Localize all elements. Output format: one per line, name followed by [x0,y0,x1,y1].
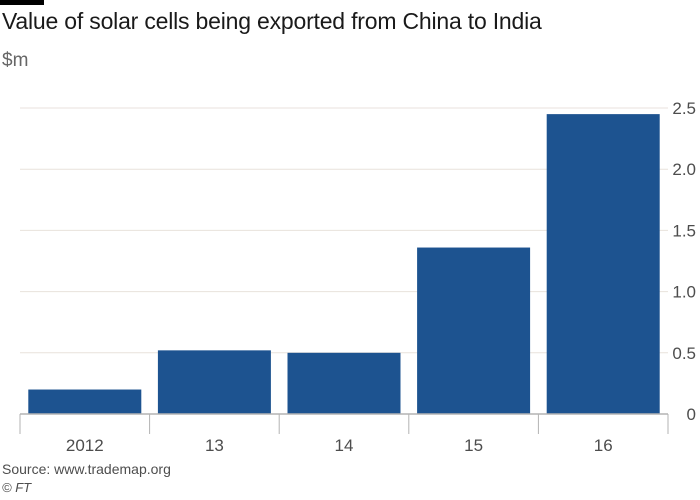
bar-13 [157,350,271,414]
y-tick-label: 2.0 [672,160,696,179]
y-tick-label: 0 [687,405,696,424]
y-axis-ticks: 0 0.5 1.0 1.5 2.0 2.5 [672,99,696,424]
y-tick-label: 2.5 [672,99,696,118]
bar-14 [287,352,401,414]
bar-2012 [28,389,142,414]
bar-15 [417,247,531,414]
y-tick-label: 1.0 [672,283,696,302]
x-tick-label: 15 [464,436,483,455]
x-tick-label: 13 [205,436,224,455]
chart-title: Value of solar cells being exported from… [2,8,542,34]
y-tick-label: 0.5 [672,344,696,363]
copyright-note: © FT [2,480,32,495]
chart-unit-label: $m [2,50,29,71]
bars [28,114,660,415]
y-tick-label: 1.5 [672,221,696,240]
x-axis [19,413,669,434]
x-tick-label: 2012 [66,436,104,455]
x-axis-ticks: 2012 13 14 15 16 [66,436,613,455]
bar-16 [546,114,660,415]
x-tick-label: 14 [335,436,354,455]
x-tick-label: 16 [594,436,613,455]
source-note: Source: www.trademap.org [2,461,171,477]
top-rule [0,0,44,5]
